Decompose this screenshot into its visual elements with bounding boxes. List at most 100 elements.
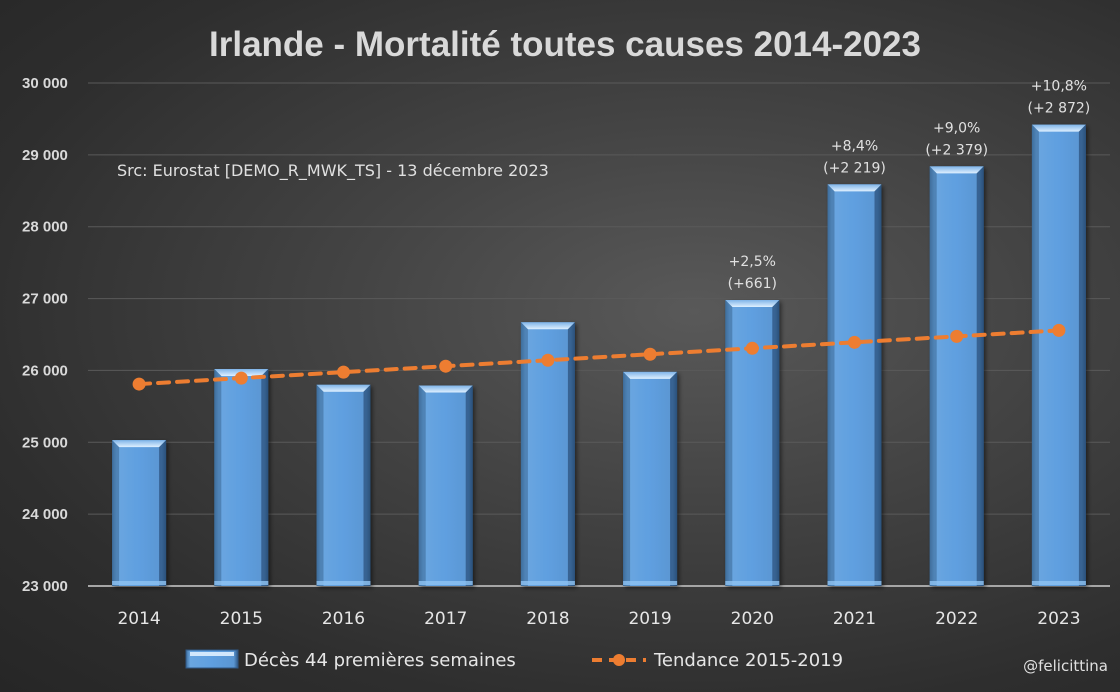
bar-2014 bbox=[112, 440, 167, 586]
bar-bevel-top bbox=[316, 384, 371, 392]
x-tick-label: 2019 bbox=[628, 609, 671, 629]
bar-body bbox=[1031, 124, 1086, 587]
bar-bevel-left bbox=[520, 322, 528, 586]
bar-2018 bbox=[520, 322, 575, 586]
trend-marker-2015 bbox=[234, 371, 248, 385]
x-tick-label: 2020 bbox=[731, 609, 774, 629]
legend-swatch-bars-highlight bbox=[190, 652, 234, 656]
trend-marker-2017 bbox=[439, 359, 453, 373]
y-tick-label: 28 000 bbox=[22, 219, 68, 236]
bar-bevel-right bbox=[159, 440, 167, 586]
data-label-abs-2021: (+2 219) bbox=[823, 160, 886, 176]
bar-bevel-bottom bbox=[827, 581, 882, 585]
chart-title: Irlande - Mortalité toutes causes 2014-2… bbox=[209, 25, 921, 64]
bar-2017 bbox=[418, 385, 473, 586]
bar-bevel-left bbox=[418, 385, 426, 586]
bar-bevel-bottom bbox=[520, 581, 575, 585]
data-label-abs-2022: (+2 379) bbox=[925, 142, 988, 158]
bar-bevel-right bbox=[261, 368, 269, 586]
bar-body bbox=[316, 384, 371, 586]
y-tick-label: 24 000 bbox=[22, 506, 68, 523]
bar-2023 bbox=[1031, 124, 1086, 587]
trend-marker-2023 bbox=[1052, 323, 1066, 337]
trend-marker-2019 bbox=[643, 347, 657, 361]
bar-bevel-right bbox=[465, 385, 473, 586]
bar-bevel-left bbox=[929, 166, 937, 586]
bar-body bbox=[418, 385, 473, 586]
x-tick-label: 2017 bbox=[424, 609, 467, 629]
bar-2021 bbox=[827, 184, 882, 586]
trend-marker-2021 bbox=[848, 335, 861, 349]
y-tick-label: 29 000 bbox=[22, 147, 68, 164]
x-tick-label: 2023 bbox=[1037, 609, 1080, 629]
bar-bevel-bottom bbox=[929, 581, 984, 585]
data-label-pct-2023: +10,8% bbox=[1031, 79, 1087, 95]
bar-bevel-bottom bbox=[623, 581, 678, 585]
trend-marker-2022 bbox=[950, 329, 964, 343]
legend-label-bars: Décès 44 premières semaines bbox=[244, 650, 516, 671]
x-tick-label: 2022 bbox=[935, 609, 978, 629]
data-label-abs-2020: (+661) bbox=[728, 276, 777, 292]
x-tick-label: 2016 bbox=[322, 609, 365, 629]
bar-2016 bbox=[316, 384, 371, 586]
bar-bevel-top bbox=[827, 184, 882, 192]
data-labels: +2,5% (+661) +8,4% (+2 219) +9,0% (+2 379) +10… bbox=[728, 79, 1091, 292]
y-tick-label: 23 000 bbox=[22, 578, 68, 595]
bar-bevel-right bbox=[772, 300, 780, 586]
bar-bevel-right bbox=[1078, 124, 1086, 587]
x-axis: 2014 2015 2016 2017 2018 2019 2020 2021 2022 2023 bbox=[117, 609, 1080, 629]
x-tick-label: 2015 bbox=[220, 609, 263, 629]
bar-bevel-left bbox=[214, 368, 222, 586]
bar-bevel-right bbox=[567, 322, 575, 586]
y-tick-label: 27 000 bbox=[22, 291, 68, 308]
bar-bevel-top bbox=[418, 385, 473, 393]
data-label-pct-2022: +9,0% bbox=[933, 120, 980, 136]
bar-bevel-bottom bbox=[418, 581, 473, 585]
bar-body bbox=[929, 166, 984, 586]
bar-body bbox=[112, 440, 167, 586]
bar-bevel-bottom bbox=[112, 581, 167, 585]
bar-body bbox=[827, 184, 882, 586]
bar-bevel-right bbox=[670, 371, 678, 586]
bar-bevel-top bbox=[929, 166, 984, 174]
trend-marker-2014 bbox=[132, 377, 146, 391]
y-tick-label: 26 000 bbox=[22, 362, 68, 379]
bar-bevel-top bbox=[520, 322, 575, 330]
data-label-abs-2023: (+2 872) bbox=[1028, 101, 1091, 117]
legend: Décès 44 premières semaines Tendance 201… bbox=[185, 649, 843, 671]
bar-bevel-bottom bbox=[1031, 581, 1086, 585]
bar-2019 bbox=[623, 371, 678, 586]
bar-bevel-top bbox=[1031, 124, 1086, 132]
bar-bevel-left bbox=[316, 384, 324, 586]
trend-marker-2016 bbox=[337, 365, 350, 379]
bar-bevel-right bbox=[976, 166, 984, 586]
y-tick-label: 30 000 bbox=[22, 75, 68, 92]
bar-bevel-left bbox=[1031, 124, 1039, 587]
bar-2015 bbox=[214, 368, 269, 586]
bar-body bbox=[214, 368, 269, 586]
data-label-pct-2021: +8,4% bbox=[831, 138, 878, 154]
legend-item-bars[interactable]: Décès 44 premières semaines bbox=[185, 649, 516, 671]
bar-bevel-top bbox=[623, 371, 678, 379]
bar-bevel-top bbox=[112, 440, 167, 448]
bar-bevel-left bbox=[623, 371, 631, 586]
legend-item-trend[interactable]: Tendance 2015-2019 bbox=[592, 650, 843, 671]
y-axis: 23 000 24 000 25 000 26 000 27 000 28 000 29 0… bbox=[22, 75, 68, 595]
legend-marker-trend bbox=[613, 654, 625, 666]
credit-handle: @felicittina bbox=[1023, 657, 1108, 675]
bar-bevel-left bbox=[112, 440, 120, 586]
data-label-pct-2020: +2,5% bbox=[729, 254, 776, 270]
trend-marker-2020 bbox=[745, 341, 759, 355]
bar-bevel-bottom bbox=[214, 581, 269, 585]
bar-bevel-bottom bbox=[725, 581, 780, 585]
bar-bevel-right bbox=[874, 184, 882, 586]
bar-bevel-left bbox=[725, 300, 733, 586]
x-tick-label: 2018 bbox=[526, 609, 569, 629]
bar-bevel-top bbox=[725, 300, 780, 308]
legend-label-trend: Tendance 2015-2019 bbox=[653, 650, 843, 671]
bar-2022 bbox=[929, 166, 984, 586]
trend-series bbox=[132, 323, 1066, 391]
trend-marker-2018 bbox=[541, 353, 555, 367]
